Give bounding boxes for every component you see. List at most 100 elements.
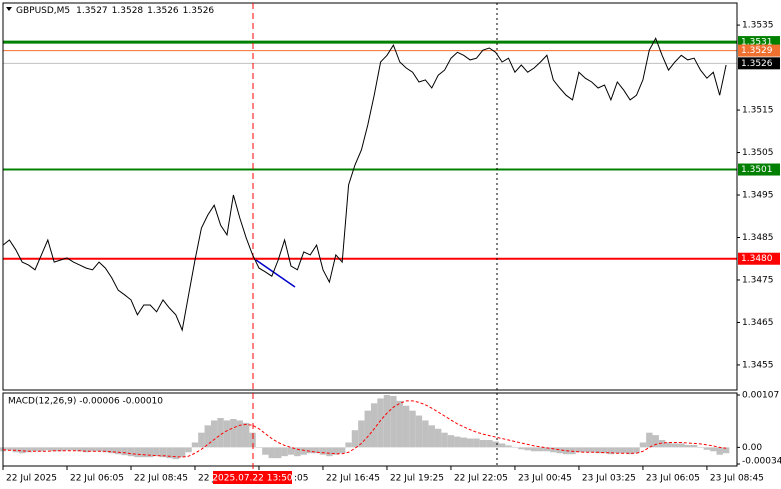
macd-bar xyxy=(95,447,103,452)
level-tag: 1.3501 xyxy=(738,163,780,176)
macd-bar xyxy=(377,398,384,448)
macd-bar xyxy=(217,418,224,448)
macd-bar xyxy=(178,447,186,458)
macd-bar xyxy=(652,435,659,448)
macd-bar xyxy=(262,447,269,455)
macd-bar xyxy=(428,425,435,448)
macd-bar xyxy=(658,440,666,448)
price-line xyxy=(2,37,727,332)
macd-y-tick-label: 0.00107 xyxy=(742,391,779,401)
cursor-label: 2025.07.22 13:50 xyxy=(212,474,293,484)
macd-bar xyxy=(710,447,717,452)
macd-panel-border xyxy=(2,392,738,467)
macd-bar xyxy=(191,442,199,448)
macd-bar xyxy=(383,395,391,448)
macd-bar xyxy=(242,422,250,448)
macd-bar xyxy=(466,438,474,448)
macd-bar xyxy=(582,447,589,453)
macd-bar xyxy=(422,420,429,448)
macd-bar xyxy=(498,443,506,448)
macd-bar xyxy=(57,447,64,452)
macd-bar xyxy=(338,447,346,454)
macd-bar xyxy=(594,447,602,454)
trend-line xyxy=(255,259,296,288)
macd-bar xyxy=(358,420,365,448)
macd-bar xyxy=(108,447,115,454)
macd-bar xyxy=(415,415,423,448)
macd-bar xyxy=(364,410,371,448)
level-tag-label: 1.3531 xyxy=(741,38,773,48)
macd-bar xyxy=(166,447,173,459)
x-tick-label: :05 xyxy=(294,474,308,484)
x-tick-label: 22 Jul 19:25 xyxy=(390,474,444,484)
macd-bar xyxy=(50,447,58,452)
foreground-layer: 1.3455 1.3465 1.3475 1.3485 1.3495 1.3505 1.35… xyxy=(2,21,781,484)
macd-bar xyxy=(268,447,275,459)
macd-bar xyxy=(441,432,448,448)
macd-bar xyxy=(294,447,301,457)
macd-bar xyxy=(281,447,288,457)
macd-bar xyxy=(236,420,243,448)
macd-bar xyxy=(345,442,352,448)
macd-bar xyxy=(76,447,83,452)
macd-bar xyxy=(492,441,499,448)
macd-bar xyxy=(351,430,359,448)
macd-bar xyxy=(402,405,410,448)
macd-bar xyxy=(569,447,576,455)
macd-bar xyxy=(524,447,531,451)
macd-bar xyxy=(505,445,512,448)
macd-bar xyxy=(204,425,211,448)
macd-bar xyxy=(646,432,653,448)
macd-bar xyxy=(671,443,679,448)
y-tick-label: 1.3455 xyxy=(742,360,774,370)
macd-bar xyxy=(697,447,704,448)
macd-bar xyxy=(518,447,525,450)
level-tag-box xyxy=(738,252,780,265)
macd-bar xyxy=(198,432,205,448)
macd-bar xyxy=(716,447,723,455)
macd-bar xyxy=(690,444,698,448)
macd-bar xyxy=(44,447,51,451)
macd-bar xyxy=(127,447,135,457)
close: 1.3526 xyxy=(183,6,215,16)
macd-bar xyxy=(249,432,256,448)
y-tick-label: 1.3475 xyxy=(742,275,774,285)
macd-bar xyxy=(102,447,109,453)
macd-bar xyxy=(601,447,608,454)
macd-y-tick-label: -0.00034 xyxy=(742,457,781,467)
macd-bar xyxy=(6,447,13,451)
level-tag-label: 1.3526 xyxy=(741,59,773,69)
macd-bar xyxy=(543,447,551,452)
header: GBPUSD,M5 1.3527 1.3528 1.3526 1.3526 xyxy=(16,6,214,16)
macd-bar xyxy=(70,447,77,451)
level-tag-box xyxy=(738,44,780,57)
level-tag: 1.3480 xyxy=(738,252,780,265)
macd-bar xyxy=(210,420,218,448)
macd-bar xyxy=(287,447,295,455)
macd-signal xyxy=(2,400,727,458)
macd-bar xyxy=(390,395,397,448)
x-tick-label: 23 Jul 08:45 xyxy=(710,474,764,484)
x-tick-label: 23 Jul 03:25 xyxy=(582,474,636,484)
macd-bar xyxy=(473,438,480,448)
menu-icon[interactable] xyxy=(6,7,12,11)
macd-bar xyxy=(607,447,615,455)
y-tick-label: 1.3465 xyxy=(742,318,774,328)
x-tick-label: 22 Jul 16:45 xyxy=(326,474,380,484)
macd-bar xyxy=(63,447,71,451)
level-tag-label: 1.3480 xyxy=(741,254,773,264)
y-tick-label: 1.3485 xyxy=(742,233,774,243)
macd-bar xyxy=(38,447,45,452)
macd-y-tick-label: 0.00 xyxy=(742,443,762,453)
macd-bar xyxy=(185,447,192,453)
macd-bar xyxy=(300,447,307,455)
macd-bar xyxy=(89,447,96,452)
macd-bar xyxy=(230,418,237,448)
x-tick-label: 22 Jul 08:45 xyxy=(134,474,188,484)
x-tick-label: 22 Jul 22:05 xyxy=(454,474,508,484)
macd-bar xyxy=(486,440,493,448)
low: 1.3526 xyxy=(147,6,179,16)
high: 1.3528 xyxy=(112,6,144,16)
x-tick-label: 23 Jul 00:45 xyxy=(518,474,572,484)
macd-bar xyxy=(703,447,711,450)
